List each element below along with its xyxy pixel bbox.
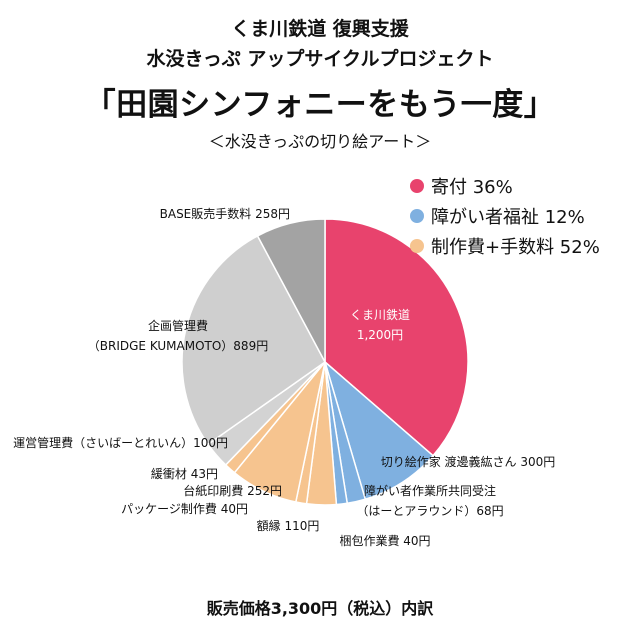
legend-label-production: 制作費+手数料 52% [431,237,600,258]
header-line-2: 水没きっぷ アップサイクルプロジェクト [146,48,494,70]
slice-label: 障がい者作業所共同受注（はーとアラウンド）68円 [356,483,503,518]
slice-label: くま川鉄道 1,200円 [350,307,410,342]
header-line-1: くま川鉄道 復興支援 [231,18,409,40]
legend-item-donation: 寄付 36% [410,171,600,201]
page-title: 「田園シンフォニーをもう一度」 [84,87,556,123]
legend: 寄付 36% 障がい者福祉 12% 制作費+手数料 52% [410,171,600,261]
slice-label: 額縁 110円 [257,518,320,533]
slice-label: 切り絵作家 渡邊義紘さん 300円 [381,454,556,469]
pie-slice [256,218,326,363]
legend-item-production: 制作費+手数料 52% [410,231,600,261]
pie-slice [181,234,326,446]
slice-label: 企画管理費（BRIDGE KUMAMOTO）889円 [88,318,268,353]
slice-label: 梱包作業費 40円 [339,533,430,548]
slice-label: BASE販売手数料 258円 [160,206,290,221]
slice-label: 台紙印刷費 252円 [183,483,282,498]
legend-label-welfare: 障がい者福祉 12% [431,207,585,228]
legend-swatch-production [410,239,424,253]
legend-item-welfare: 障がい者福祉 12% [410,201,600,231]
page-subtitle: ＜水没きっぷの切り絵アート＞ [208,132,432,151]
slice-label: 運営管理費（さいばーとれいん）100円 [13,435,228,450]
legend-label-donation: 寄付 36% [431,177,513,198]
pie-slice [323,359,435,501]
legend-swatch-donation [410,179,424,193]
slice-label: パッケージ制作費 40円 [121,501,248,516]
price-breakdown-caption: 販売価格3,300円（税込）内訳 [206,599,434,618]
pie-slice [324,218,469,457]
slice-label: 緩衝材 43円 [151,467,218,481]
legend-swatch-welfare [410,209,424,223]
